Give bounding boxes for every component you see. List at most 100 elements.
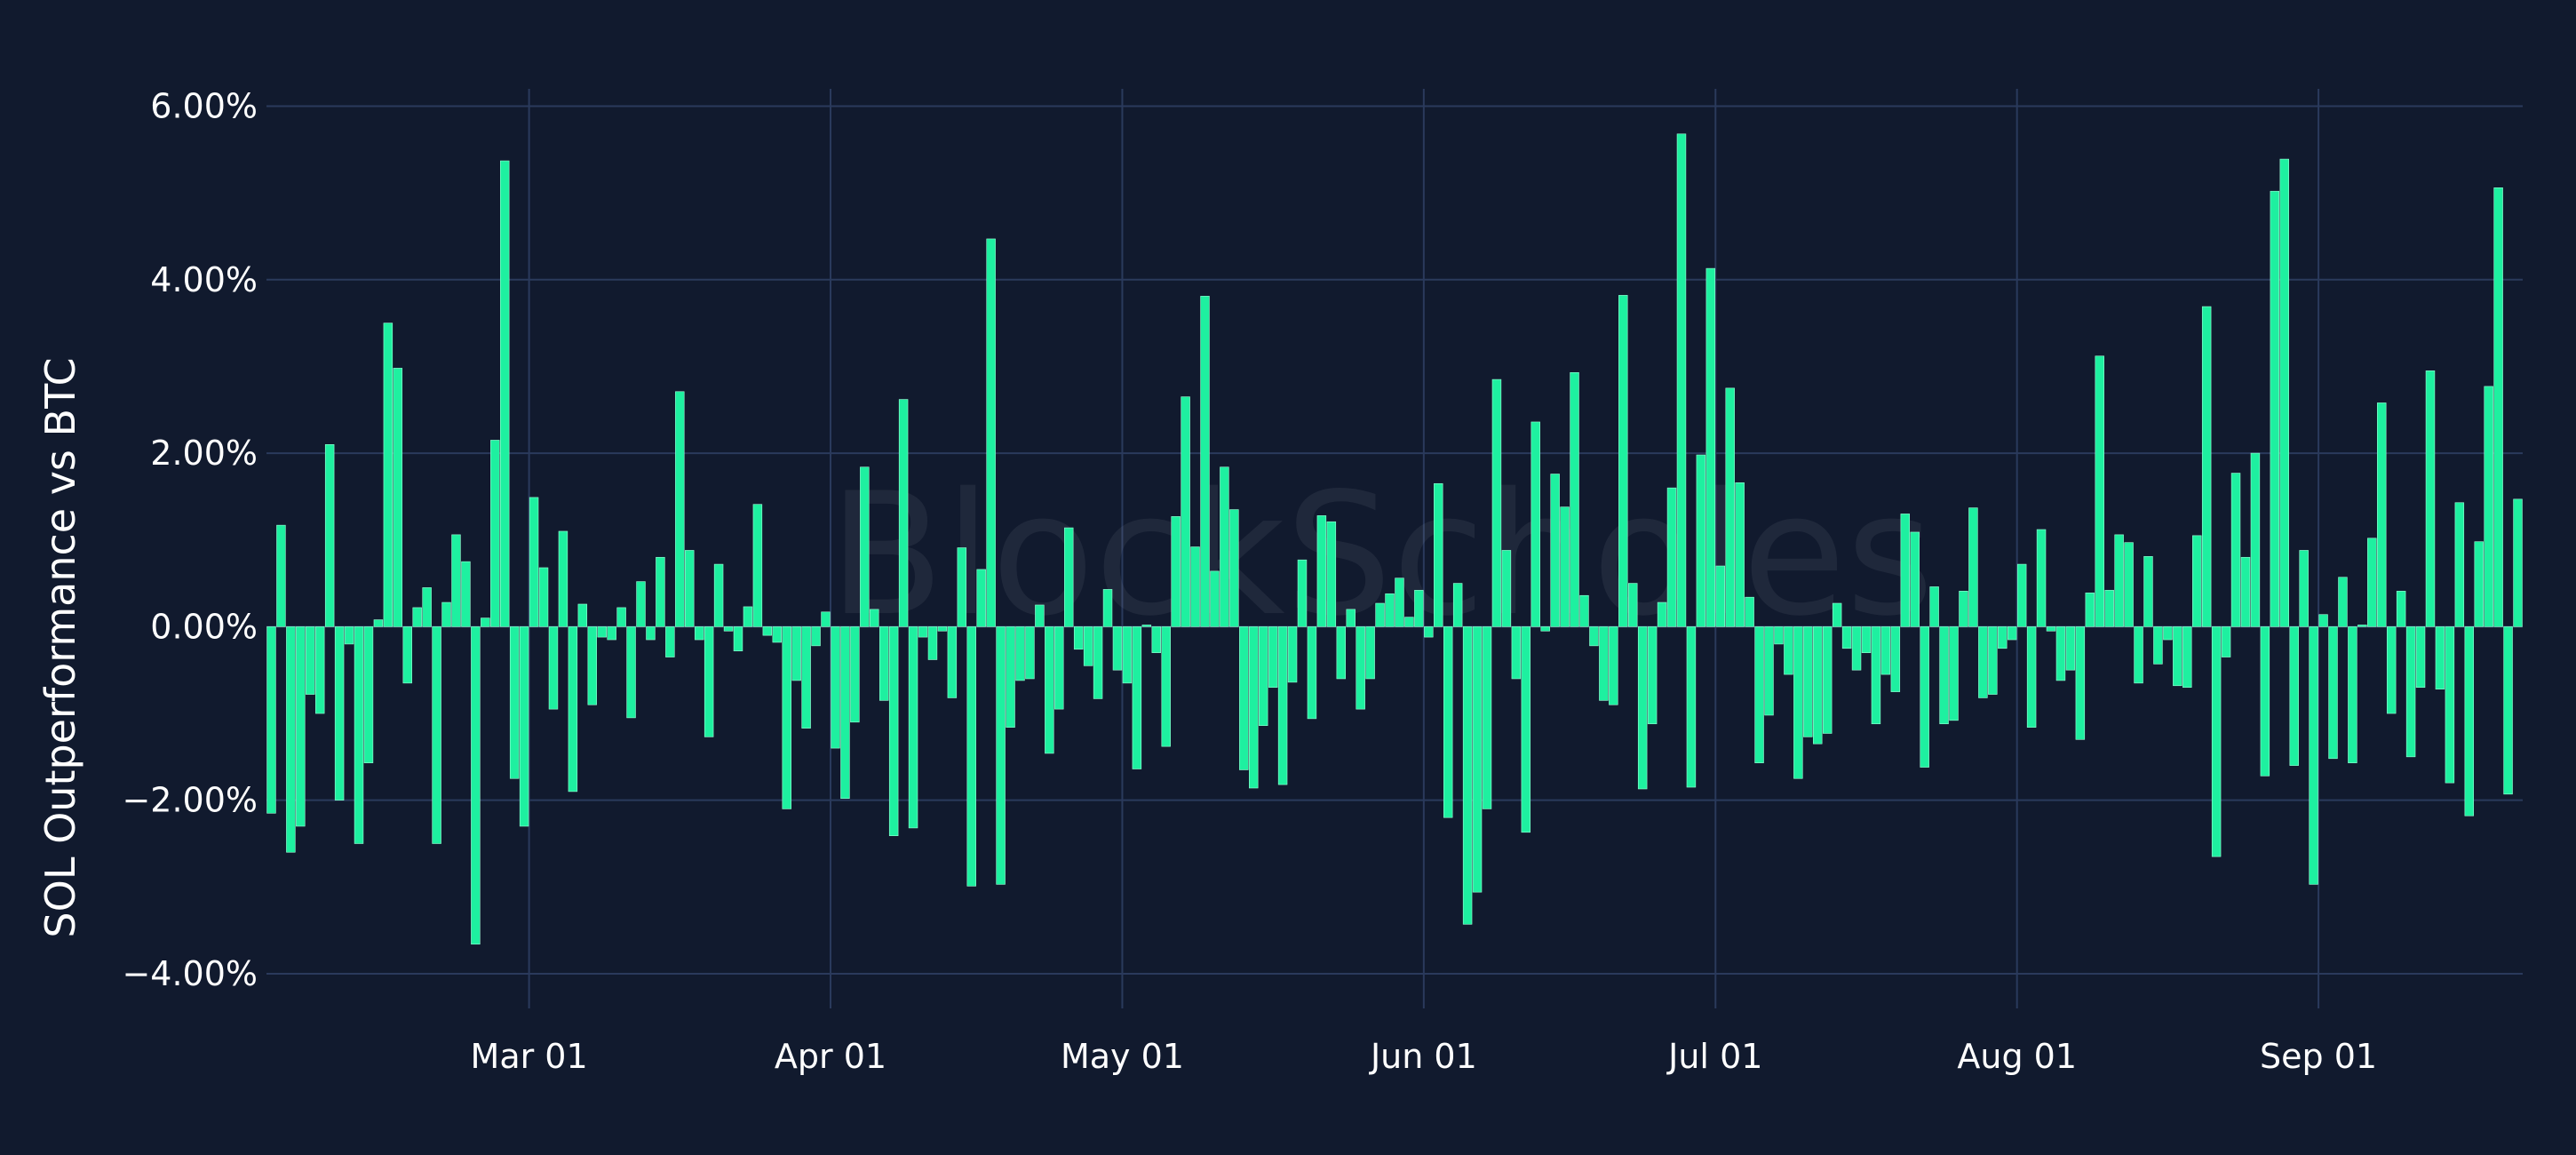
- bar: [752, 504, 763, 627]
- bar: [1326, 521, 1337, 627]
- bar: [2386, 626, 2397, 714]
- bar: [344, 626, 354, 645]
- bar: [1287, 626, 1298, 683]
- bar: [772, 626, 783, 643]
- bar: [2464, 626, 2475, 816]
- bar: [2230, 473, 2241, 627]
- bar: [402, 626, 412, 684]
- bar: [1511, 626, 1522, 680]
- bar: [529, 497, 539, 627]
- bar: [2338, 577, 2348, 627]
- bar: [422, 587, 432, 627]
- bar: [879, 626, 889, 701]
- bar: [1530, 421, 1540, 627]
- bar: [334, 626, 345, 801]
- bar: [1501, 550, 1512, 627]
- bar: [898, 399, 909, 627]
- bar: [607, 626, 616, 641]
- bar: [354, 626, 364, 844]
- bar: [801, 626, 811, 729]
- bar: [1268, 626, 1278, 689]
- bar: [2493, 187, 2503, 627]
- x-tick-label: Mar 01: [471, 1037, 588, 1076]
- x-tick-label: Jun 01: [1369, 1037, 1477, 1076]
- bar: [1959, 591, 1968, 627]
- bar: [1540, 626, 1550, 632]
- bar: [1929, 586, 1939, 627]
- bar: [324, 444, 335, 627]
- bar: [665, 626, 675, 657]
- bar: [2348, 626, 2357, 763]
- bar: [2114, 534, 2124, 627]
- bar: [2503, 626, 2513, 795]
- bar: [461, 561, 471, 627]
- bar: [1686, 626, 1697, 788]
- bar: [1813, 626, 1823, 745]
- bar: [1239, 626, 1249, 770]
- bar: [2405, 626, 2416, 758]
- y-tick-label: −2.00%: [122, 781, 258, 820]
- x-tick-label: Sep 01: [2260, 1037, 2377, 1076]
- bar: [966, 626, 976, 887]
- bar: [1102, 589, 1113, 627]
- bar: [2318, 614, 2328, 627]
- bar: [2173, 626, 2182, 687]
- bar: [1414, 590, 1424, 627]
- bar: [762, 626, 773, 636]
- bar: [1968, 507, 1978, 627]
- bar: [811, 626, 821, 647]
- x-axis-tick-labels: Mar 01 Apr 01 May 01 Jun 01 Jul 01 Aug 01 Sep …: [471, 1037, 2378, 1076]
- x-tick-label: Apr 01: [775, 1037, 886, 1076]
- bar: [2367, 538, 2377, 627]
- bar: [1277, 626, 1288, 785]
- y-tick-label: 0.00%: [150, 607, 258, 646]
- bar: [2065, 626, 2076, 671]
- bar: [2260, 626, 2270, 777]
- bar: [743, 606, 753, 627]
- bar: [1841, 626, 1852, 649]
- bar: [393, 368, 403, 627]
- bar: [1404, 617, 1414, 627]
- bar: [1618, 295, 1628, 627]
- bar: [509, 626, 520, 779]
- bar: [791, 626, 801, 681]
- bar: [1472, 626, 1483, 893]
- bar: [2250, 452, 2261, 627]
- bar: [831, 626, 840, 749]
- bar: [656, 556, 665, 627]
- bar: [1258, 626, 1268, 726]
- bar: [577, 603, 588, 627]
- bar: [1745, 596, 1754, 627]
- bar: [481, 617, 490, 627]
- bar: [1949, 626, 1959, 721]
- bar: [704, 626, 714, 737]
- bar: [616, 607, 626, 627]
- bar: [1083, 626, 1093, 666]
- bar: [1871, 626, 1881, 725]
- bar: [2454, 502, 2465, 627]
- bar: [1978, 626, 1988, 698]
- bar: [2474, 541, 2484, 627]
- bar: [1998, 626, 2008, 649]
- bar: [2104, 590, 2114, 627]
- bar: [2328, 626, 2338, 760]
- bar: [850, 626, 860, 723]
- bar: [1910, 531, 1920, 627]
- bar: [1851, 626, 1862, 671]
- bar: [1920, 626, 1929, 768]
- bar: [1200, 296, 1210, 627]
- bar: [1443, 626, 1453, 818]
- bar: [1754, 626, 1764, 763]
- bar: [538, 567, 549, 627]
- bar: [840, 626, 850, 800]
- bar: [500, 160, 510, 627]
- bar: [1336, 626, 1347, 680]
- bar: [363, 626, 374, 763]
- bar: [314, 626, 325, 714]
- bar: [587, 626, 597, 705]
- bar: [1589, 626, 1599, 647]
- bar: [383, 323, 394, 627]
- bar: [471, 626, 481, 945]
- bar: [1939, 626, 1949, 725]
- bar: [1375, 602, 1385, 627]
